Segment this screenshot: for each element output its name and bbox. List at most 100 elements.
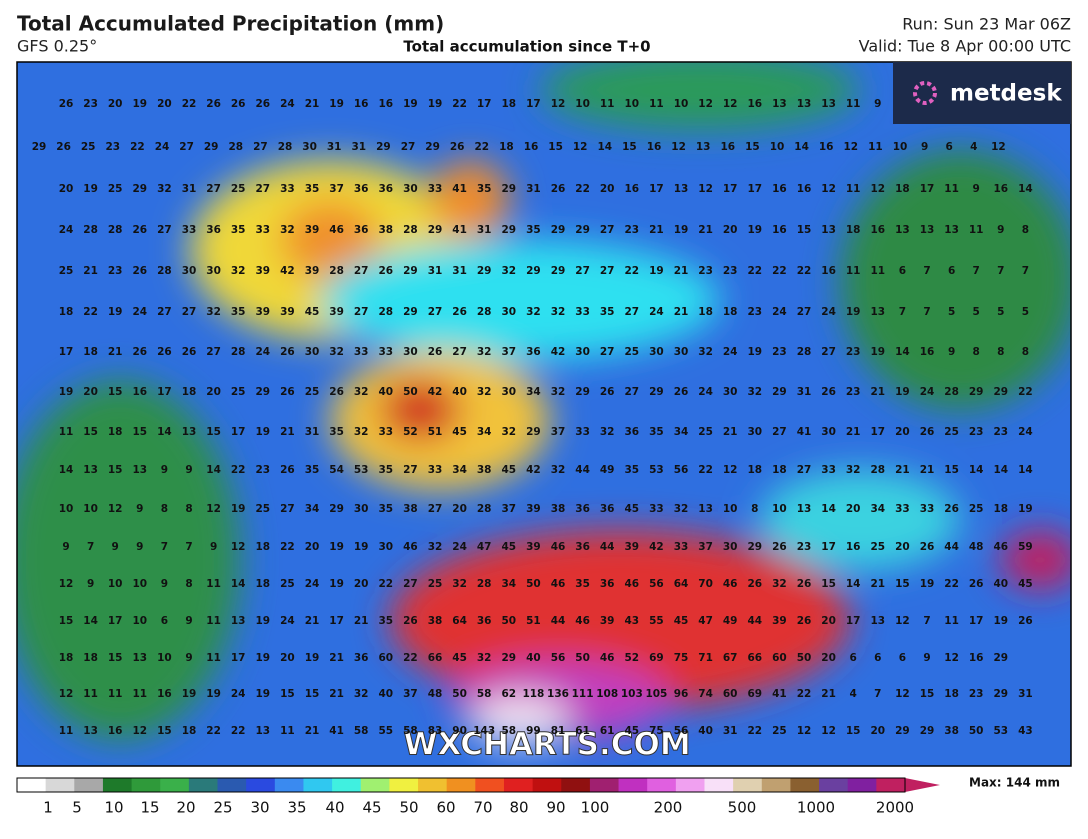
grid-value: 37 (698, 541, 713, 553)
grid-value: 45 (624, 503, 639, 515)
grid-value: 13 (698, 503, 713, 515)
grid-value: 50 (526, 578, 541, 590)
grid-value: 35 (231, 306, 246, 318)
grid-value: 10 (108, 578, 123, 590)
grid-value: 31 (305, 426, 320, 438)
grid-value: 23 (723, 265, 738, 277)
grid-value: 19 (993, 615, 1008, 627)
grid-value: 26 (182, 346, 197, 358)
grid-value: 34 (477, 426, 492, 438)
grid-value: 30 (302, 141, 317, 153)
grid-value: 20 (870, 725, 885, 737)
grid-value: 50 (969, 725, 984, 737)
grid-value: 31 (723, 725, 738, 737)
grid-value: 38 (944, 725, 959, 737)
grid-value: 11 (132, 688, 147, 700)
grid-value: 16 (821, 265, 836, 277)
grid-value: 16 (797, 183, 812, 195)
grid-value: 45 (452, 652, 467, 664)
grid-value: 22 (130, 141, 145, 153)
grid-value: 29 (772, 386, 787, 398)
grid-value: 39 (255, 306, 270, 318)
grid-value: 7 (923, 615, 930, 627)
grid-value: 42 (551, 346, 566, 358)
grid-value: 35 (624, 464, 639, 476)
grid-value: 32 (674, 503, 689, 515)
grid-value: 23 (747, 306, 762, 318)
grid-value: 41 (452, 183, 467, 195)
colorbar-label: 5 (72, 799, 82, 817)
grid-value: 28 (477, 503, 492, 515)
grid-value: 29 (376, 141, 391, 153)
grid-value: 46 (329, 224, 344, 236)
grid-value: 17 (157, 386, 172, 398)
grid-value: 10 (132, 578, 147, 590)
grid-value: 9 (923, 652, 930, 664)
grid-value: 24 (698, 386, 713, 398)
grid-value: 21 (674, 306, 689, 318)
grid-value: 32 (329, 346, 344, 358)
grid-value: 15 (895, 578, 910, 590)
grid-value: 27 (624, 386, 639, 398)
grid-value: 28 (403, 224, 418, 236)
colorbar-swatch (733, 778, 763, 792)
grid-value: 36 (477, 615, 492, 627)
grid-value: 60 (723, 688, 738, 700)
grid-value: 37 (551, 426, 566, 438)
grid-value: 48 (428, 688, 443, 700)
grid-value: 14 (231, 578, 246, 590)
grid-value: 39 (329, 306, 344, 318)
grid-value: 15 (797, 224, 812, 236)
grid-value: 25 (428, 578, 443, 590)
grid-value: 7 (87, 541, 94, 553)
run: Run: Sun 23 Mar 06Z (902, 15, 1071, 34)
grid-value: 29 (920, 725, 935, 737)
grid-value: 24 (452, 541, 467, 553)
grid-value: 21 (870, 386, 885, 398)
grid-value: 23 (846, 386, 861, 398)
grid-value: 27 (575, 265, 590, 277)
colorbar-swatch (819, 778, 849, 792)
grid-value: 27 (624, 306, 639, 318)
grid-value: 21 (920, 464, 935, 476)
grid-value: 21 (305, 98, 320, 110)
grid-value: 46 (575, 615, 590, 627)
colorbar-swatch (475, 778, 505, 792)
colorbar: 1 5 10 15 20 25 30 35 40 45 50 60 70 80 90 100 200 500 100… (16, 777, 940, 817)
grid-value: 5 (973, 306, 980, 318)
grid-value: 44 (747, 615, 762, 627)
grid-value: 34 (870, 503, 885, 515)
grid-value: 19 (206, 688, 221, 700)
grid-value: 30 (723, 386, 738, 398)
grid-value: 17 (723, 183, 738, 195)
grid-value: 28 (329, 265, 344, 277)
grid-value: 28 (228, 141, 243, 153)
grid-value: 15 (59, 615, 74, 627)
grid-value: 28 (477, 578, 492, 590)
grid-value: 40 (526, 652, 541, 664)
grid-value: 14 (794, 141, 809, 153)
grid-value: 118 (522, 688, 544, 700)
colorbar-label: 1000 (797, 799, 835, 817)
grid-value: 9 (185, 615, 192, 627)
grid-value: 26 (280, 464, 295, 476)
grid-value: 29 (204, 141, 219, 153)
grid-value: 31 (351, 141, 366, 153)
grid-value: 15 (108, 652, 123, 664)
grid-value: 30 (182, 265, 197, 277)
grid-value: 32 (354, 426, 369, 438)
colorbar-label: 2000 (876, 799, 914, 817)
grid-value: 11 (846, 98, 861, 110)
colorbar-label: 90 (546, 799, 565, 817)
grid-value: 29 (969, 386, 984, 398)
grid-value: 29 (575, 224, 590, 236)
grid-value: 11 (600, 98, 615, 110)
grid-value: 27 (253, 141, 268, 153)
grid-value: 50 (501, 615, 516, 627)
colorbar-swatch (561, 778, 591, 792)
grid-value: 26 (944, 503, 959, 515)
grid-value: 13 (821, 224, 836, 236)
grid-value: 52 (624, 652, 639, 664)
grid-value: 35 (329, 426, 344, 438)
grid-value: 5 (948, 306, 955, 318)
